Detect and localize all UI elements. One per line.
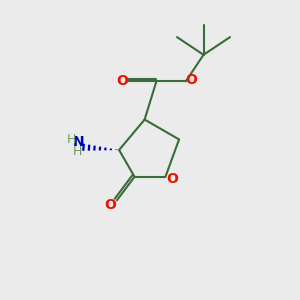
Text: H: H xyxy=(73,145,83,158)
Text: N: N xyxy=(73,135,85,149)
Text: O: O xyxy=(104,198,116,212)
Text: O: O xyxy=(116,74,128,88)
Text: H: H xyxy=(66,133,76,146)
Text: O: O xyxy=(185,74,197,87)
Text: O: O xyxy=(167,172,178,186)
